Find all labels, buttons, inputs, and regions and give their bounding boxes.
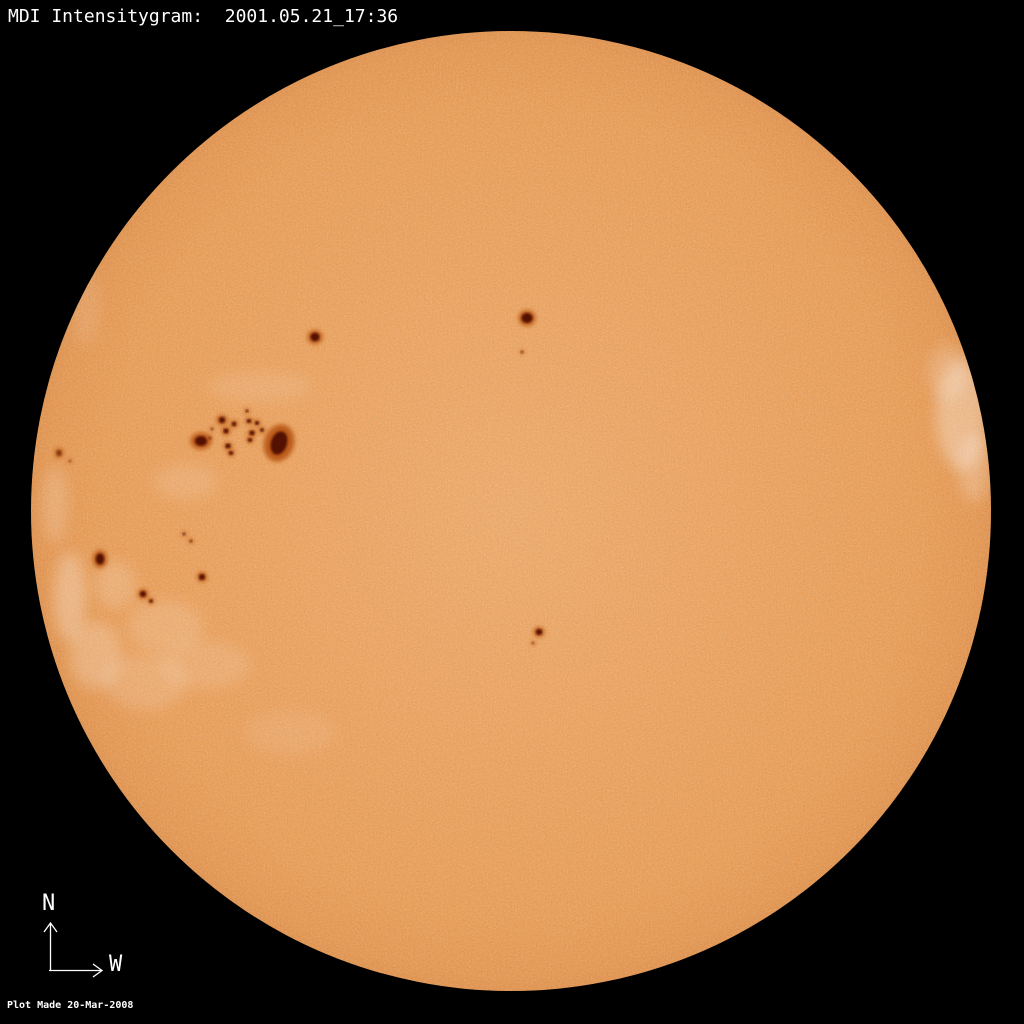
sunspot-umbra: [246, 419, 252, 423]
facula-patch: [71, 265, 99, 345]
sunspot-umbra: [95, 553, 105, 565]
sunspot-umbra: [535, 629, 543, 635]
sunspot: [533, 627, 545, 637]
facula-patch: [958, 434, 990, 502]
compass-north-label: N: [42, 891, 56, 916]
facula-patch: [42, 467, 68, 543]
sunspot: [519, 349, 525, 355]
sunspot-umbra: [219, 417, 225, 423]
facula-patch: [153, 464, 217, 500]
sunspot-layer: [54, 310, 545, 646]
sunspot-umbra: [195, 436, 207, 446]
sunspot: [263, 424, 295, 462]
compass-north-arrow: [43, 921, 58, 970]
sunspot: [221, 426, 231, 436]
facula-patch: [208, 372, 312, 402]
sunspot: [227, 449, 235, 457]
sunspot: [54, 448, 64, 458]
sunspot-umbra: [521, 313, 533, 323]
sunspot: [188, 538, 194, 544]
sunspot-umbra: [260, 428, 264, 432]
facula-patch: [95, 561, 135, 609]
sunspot-umbra: [270, 431, 288, 455]
sunspot: [307, 330, 323, 344]
sunspot-umbra: [228, 451, 234, 455]
sunspot: [253, 419, 261, 427]
sunspot: [93, 550, 107, 568]
sunspot-umbra: [225, 443, 231, 449]
sunspot: [209, 426, 215, 432]
sunspot-umbra: [189, 539, 193, 543]
compass-west-arrow: [49, 963, 104, 978]
plot-made-caption: Plot Made 20-Mar-2008: [7, 1000, 134, 1011]
sunspot: [147, 598, 155, 604]
compass-west-label: W: [109, 952, 123, 977]
compass-arrows: [43, 921, 104, 978]
sunspot-umbra: [210, 427, 214, 431]
sunspot: [230, 420, 238, 428]
facula-patch: [54, 552, 86, 642]
sunspot-umbra: [245, 409, 249, 413]
sunspot: [67, 458, 73, 464]
facula-patch: [127, 601, 203, 653]
sunspot: [181, 531, 187, 537]
sunspot: [216, 415, 228, 425]
sunspot: [244, 408, 250, 414]
sunspot: [245, 417, 253, 425]
sunspot-umbra: [140, 591, 146, 597]
sunspot: [518, 310, 536, 326]
sunspot: [259, 427, 265, 433]
sunspot-umbra: [249, 430, 255, 436]
sunspot-umbra: [149, 599, 153, 603]
sunspot: [207, 435, 213, 441]
sunspot-umbra: [199, 574, 205, 580]
sunspot-umbra: [68, 459, 72, 463]
facula-patch: [245, 711, 335, 755]
sunspot: [530, 640, 536, 646]
sunspot-umbra: [182, 532, 186, 536]
sunspot: [197, 572, 207, 582]
image-title: MDI Intensitygram: 2001.05.21_17:36: [8, 6, 399, 27]
sunspot: [137, 589, 149, 599]
facula-patch: [928, 344, 968, 400]
sunspot-umbra: [56, 450, 62, 456]
sunspot-umbra: [208, 436, 212, 440]
sunspot-umbra: [231, 421, 237, 427]
sunspot: [246, 436, 254, 444]
sunspot-umbra: [531, 641, 535, 645]
sunspot-umbra: [255, 421, 259, 425]
sunspot: [247, 429, 257, 437]
sunspot-umbra: [310, 332, 320, 342]
sunspot-umbra: [520, 350, 524, 354]
sunspot: [190, 432, 212, 450]
sunspot-umbra: [247, 438, 253, 442]
sunspot-umbra: [223, 428, 229, 434]
sunspot: [223, 442, 233, 450]
facula-patch: [160, 641, 250, 689]
